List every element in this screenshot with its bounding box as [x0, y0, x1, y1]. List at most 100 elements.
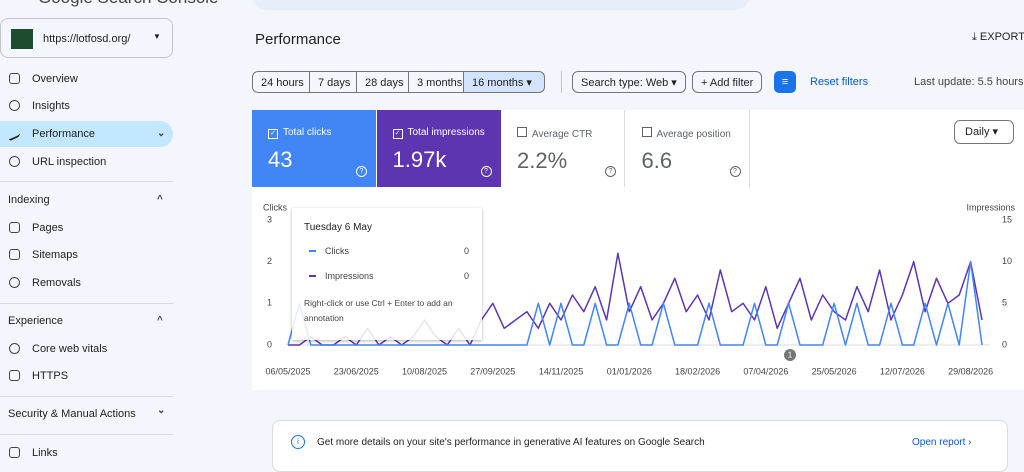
- metric-card[interactable]: Average position 6.6?: [625, 110, 750, 187]
- metric-value: 2.2%: [517, 148, 568, 173]
- x-tick-label: 18/02/2026: [675, 366, 720, 376]
- y2-tick-label: 5: [1002, 298, 1007, 308]
- tooltip-value: 0: [464, 246, 470, 256]
- series-line: [288, 252, 983, 346]
- page-title: Performance: [255, 31, 341, 48]
- y-tick-label: 2: [267, 256, 272, 266]
- divider: [0, 181, 173, 182]
- divider: [0, 396, 173, 397]
- download-icon: ⤓: [972, 31, 980, 43]
- nav-item[interactable]: HTTPS: [0, 363, 173, 389]
- add-filter-button[interactable]: + Add filter: [692, 71, 763, 93]
- metric-label: Average CTR: [532, 129, 593, 140]
- metric-value: 6.6: [641, 148, 673, 173]
- x-tick-label: 10/08/2025: [402, 366, 447, 376]
- filter-label: Search type: Web: [581, 77, 669, 89]
- property-url: https://lotfosd.org/: [43, 33, 131, 45]
- date-range-button[interactable]: 24 hours: [252, 71, 309, 93]
- date-range-button[interactable]: 28 days: [356, 71, 408, 93]
- nav-label: Sitemaps: [32, 249, 78, 261]
- x-tick-label: 25/05/2026: [812, 366, 857, 376]
- nav-item[interactable]: Core web vitals: [0, 336, 173, 362]
- open-report-link[interactable]: Open report ›: [912, 437, 972, 448]
- date-range-button[interactable]: 7 days: [309, 71, 356, 93]
- product-name: Google Search Console: [38, 0, 219, 8]
- reset-filters-link[interactable]: Reset filters: [810, 76, 869, 88]
- nav-label: Performance: [32, 128, 95, 140]
- x-tick-label: 06/05/2025: [265, 366, 310, 376]
- property-icon: [11, 29, 33, 49]
- search-bar[interactable]: [252, 0, 750, 10]
- collapse-icon: ^: [157, 315, 163, 326]
- section-title[interactable]: Experience: [8, 315, 64, 327]
- nav-item[interactable]: Sitemaps: [0, 242, 173, 268]
- metric-value: 43: [268, 147, 293, 172]
- date-range-button[interactable]: 3 months: [408, 71, 463, 93]
- checkbox: [641, 127, 652, 137]
- metric-label: Total impressions: [407, 127, 485, 138]
- y2-axis-title: Impressions: [966, 202, 1015, 212]
- export-label: EXPORT: [979, 31, 1024, 43]
- info-icon: i: [291, 435, 305, 449]
- filter-label: Add filter: [709, 77, 754, 89]
- nav-label: Pages: [32, 222, 64, 234]
- date-range-label: 28 days: [365, 77, 404, 89]
- metric-label: Average position: [656, 129, 731, 140]
- metric-card[interactable]: Average CTR 2.2%?: [501, 110, 625, 187]
- tooltip-series: Impressions: [325, 271, 374, 281]
- tooltip-date: Tuesday 6 May: [304, 222, 372, 233]
- granularity-label: Daily: [965, 126, 990, 138]
- help-icon: ?: [605, 166, 616, 177]
- dropdown-arrow: ▼: [153, 32, 161, 41]
- export-button[interactable]: ⤓ EXPORT: [972, 31, 1024, 44]
- help-icon: ?: [480, 166, 492, 177]
- nav-item[interactable]: Removals: [0, 270, 173, 296]
- help-icon: ?: [729, 166, 741, 177]
- checkbox: ✓: [392, 129, 403, 139]
- property-selector[interactable]: https://lotfosd.org/ ▼: [0, 18, 173, 58]
- granularity-select[interactable]: Daily ▾: [954, 120, 1014, 144]
- nav-label: Core web vitals: [32, 343, 108, 355]
- date-range-label: 7 days: [318, 77, 351, 89]
- y2-tick-label: 0: [1002, 339, 1007, 349]
- date-range-label: 24 hours: [261, 77, 304, 89]
- x-tick-label: 27/09/2025: [470, 366, 515, 376]
- date-range-label: 16 months: [472, 77, 524, 89]
- tooltip: Tuesday 6 May Clicks 0 Impressions 0 Rig…: [292, 208, 482, 340]
- annotation-count: 1: [788, 351, 793, 360]
- search-type-filter[interactable]: Search type: Web ▾: [572, 71, 686, 93]
- collapse-icon: ^: [157, 194, 163, 205]
- filter-icon-button[interactable]: ≡: [774, 71, 796, 93]
- nav-label: Removals: [32, 277, 81, 289]
- x-tick-label: 12/07/2026: [880, 366, 925, 376]
- x-tick-label: 01/01/2026: [607, 366, 652, 376]
- nav-label: Overview: [32, 73, 78, 85]
- banner-text: Get more details on your site's performa…: [317, 437, 705, 448]
- checkbox: [517, 127, 527, 137]
- date-range-selected[interactable]: 16 months ▾: [463, 71, 545, 93]
- x-tick-label: 07/04/2026: [743, 366, 788, 376]
- metric-label: Total clicks: [283, 127, 332, 138]
- section-title[interactable]: Indexing: [8, 194, 50, 206]
- nav-label: Insights: [32, 100, 70, 112]
- nav-item[interactable]: Insights: [0, 93, 173, 119]
- nav-item[interactable]: Overview: [0, 66, 173, 92]
- nav-item[interactable]: Pages: [0, 215, 173, 241]
- y2-tick-label: 15: [1002, 214, 1012, 224]
- nav-label: HTTPS: [32, 370, 69, 382]
- nav-item[interactable]: URL inspection: [0, 149, 173, 175]
- nav-label: URL inspection: [32, 156, 107, 168]
- legend-swatch: [309, 250, 316, 252]
- divider: [0, 303, 173, 304]
- nav-item-active[interactable]: Performance ⌄: [0, 121, 173, 147]
- annotation-marker[interactable]: [784, 349, 796, 361]
- link-label: Open report: [912, 437, 966, 448]
- x-tick-label: 23/06/2025: [334, 366, 379, 376]
- metric-card[interactable]: ✓ Total impressions 1.97k?: [376, 110, 501, 187]
- section-title[interactable]: Security & Manual Actions: [8, 408, 136, 420]
- metric-card[interactable]: ✓ Total clicks 43?: [252, 110, 376, 187]
- date-range-label: 3 months: [417, 77, 463, 89]
- y-tick-label: 0: [267, 339, 272, 349]
